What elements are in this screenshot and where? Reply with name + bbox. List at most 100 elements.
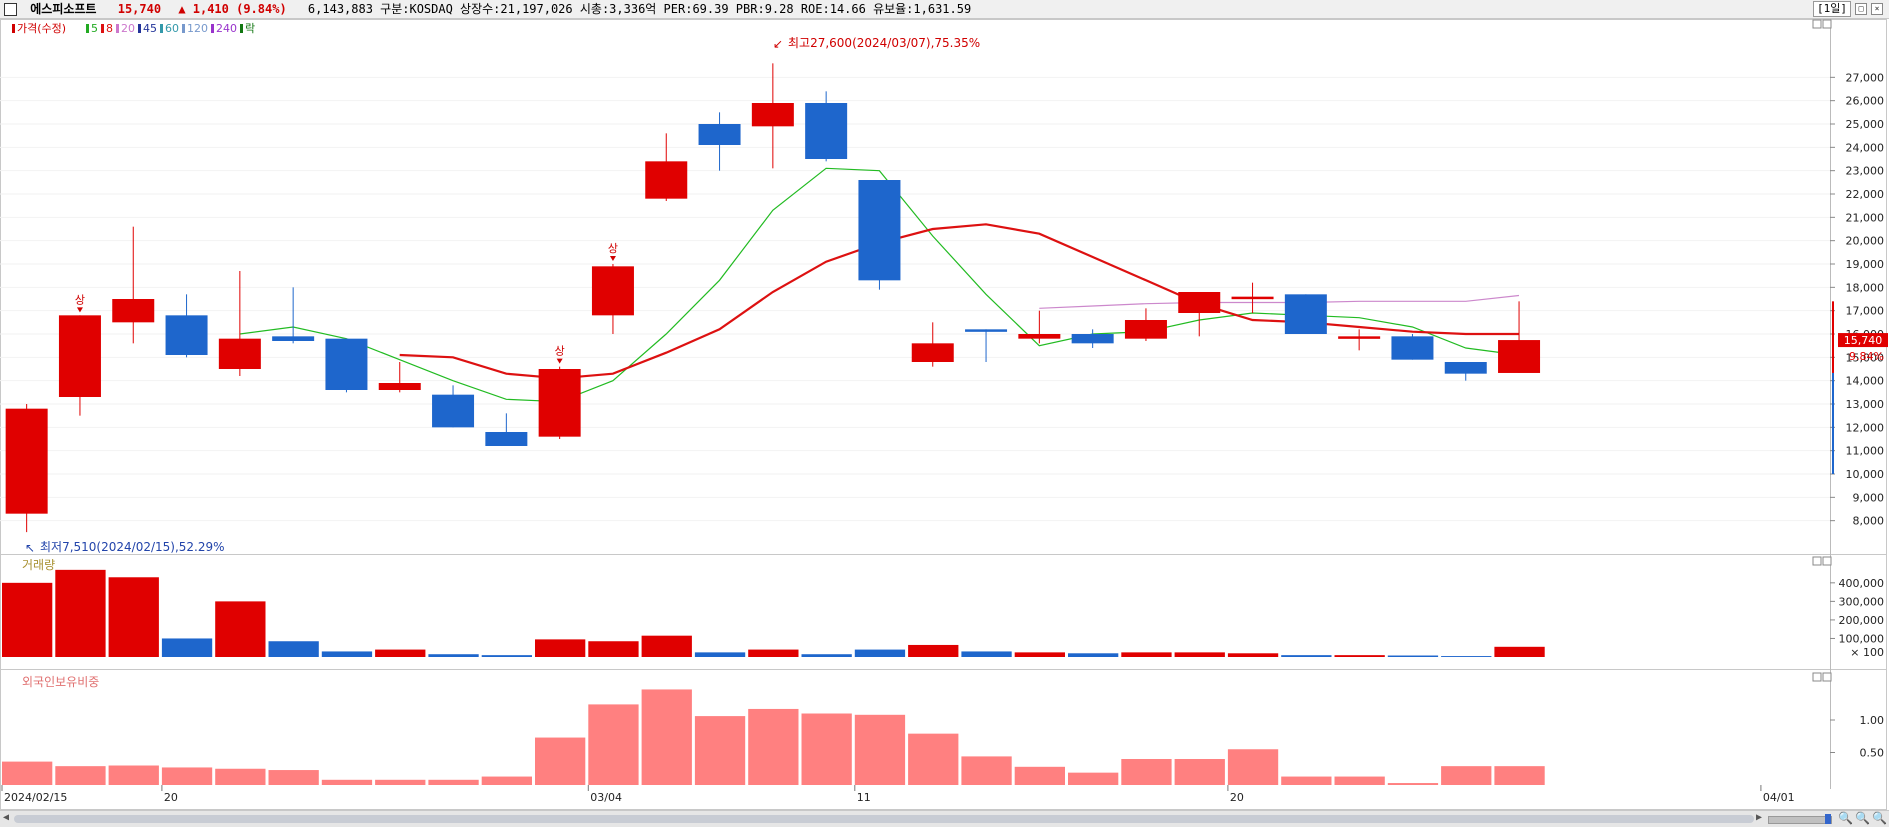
foreign-ratio-bar[interactable]	[1174, 759, 1225, 785]
foreign-ratio-bar[interactable]	[2, 761, 53, 785]
foreign-panel-close-icon[interactable]	[1822, 672, 1832, 682]
volume-bar[interactable]	[268, 641, 319, 657]
candle[interactable]	[325, 338, 368, 393]
foreign-ratio-bar[interactable]	[1281, 776, 1332, 785]
foreign-ratio-bar[interactable]	[321, 779, 373, 785]
candle[interactable]	[378, 362, 421, 393]
foreign-ratio-bar[interactable]	[1227, 749, 1279, 785]
price-panel-maximize-icon[interactable]	[1812, 19, 1822, 29]
volume-bar[interactable]	[375, 649, 426, 657]
volume-bar[interactable]	[1068, 653, 1119, 657]
candle[interactable]	[272, 287, 315, 344]
volume-panel-close-icon[interactable]	[1822, 556, 1832, 566]
candle[interactable]	[1444, 362, 1487, 381]
candle[interactable]	[112, 226, 155, 344]
volume-bar[interactable]	[694, 652, 746, 657]
foreign-panel-maximize-icon[interactable]	[1812, 672, 1822, 682]
select-checkbox[interactable]	[4, 3, 17, 16]
volume-bar[interactable]	[2, 582, 53, 657]
foreign-ratio-bar[interactable]	[1121, 759, 1172, 785]
zoom-reset-icon[interactable]: 🔍	[1872, 811, 1887, 825]
scroll-bar[interactable]: ◀ ▶ 🔍 🔍 🔍	[0, 810, 1889, 827]
foreign-ratio-bar[interactable]	[55, 766, 106, 785]
window-close-icon[interactable]: ×	[1871, 3, 1883, 15]
scroll-thumb[interactable]	[14, 815, 1754, 823]
foreign-ratio-bar[interactable]	[1334, 776, 1385, 785]
volume-bar[interactable]	[1227, 653, 1279, 657]
foreign-ratio-bar[interactable]	[428, 779, 479, 785]
volume-bar[interactable]	[1334, 655, 1385, 657]
foreign-ratio-bar[interactable]	[268, 770, 319, 785]
volume-bar[interactable]	[854, 649, 906, 657]
foreign-ratio-bar[interactable]	[161, 767, 213, 785]
volume-bar[interactable]	[748, 649, 799, 657]
foreign-ratio-bar[interactable]	[215, 768, 266, 785]
candle[interactable]	[5, 404, 48, 533]
candle[interactable]	[218, 271, 261, 376]
foreign-ratio-bar[interactable]	[108, 765, 159, 786]
stock-chart[interactable]: 가격(수정) 5 8 20 45 60 120 240 락 거래량 외국인보유비중 최고27,6…	[0, 19, 1889, 810]
volume-bar[interactable]	[321, 651, 373, 657]
candle[interactable]	[58, 315, 101, 416]
candle[interactable]	[1071, 329, 1114, 348]
zoom-slider[interactable]	[1768, 816, 1832, 824]
candle[interactable]	[751, 63, 794, 169]
scroll-right-icon[interactable]: ▶	[1756, 812, 1763, 823]
candle[interactable]	[1498, 301, 1541, 373]
volume-bar[interactable]	[1121, 652, 1172, 657]
foreign-ratio-bar[interactable]	[854, 714, 906, 785]
period-selector[interactable]: [1일]	[1813, 1, 1851, 17]
foreign-ratio-bar[interactable]	[694, 716, 746, 785]
volume-bar[interactable]	[535, 639, 586, 657]
volume-bar[interactable]	[215, 601, 266, 657]
candle[interactable]	[805, 91, 848, 162]
candle[interactable]	[1284, 294, 1327, 334]
foreign-ratio-bar[interactable]	[961, 756, 1012, 785]
volume-bar[interactable]	[161, 638, 213, 657]
volume-bar[interactable]	[641, 635, 692, 657]
volume-bar[interactable]	[108, 577, 159, 657]
foreign-ratio-bar[interactable]	[481, 776, 532, 785]
foreign-ratio-bar[interactable]	[748, 708, 799, 785]
zoom-in-icon[interactable]: 🔍	[1855, 811, 1870, 825]
candle[interactable]	[165, 294, 208, 358]
foreign-ratio-bar[interactable]	[375, 779, 426, 785]
candle[interactable]	[432, 385, 475, 428]
volume-bar[interactable]	[428, 654, 479, 657]
candle[interactable]	[698, 112, 741, 171]
foreign-ratio-bar[interactable]	[588, 704, 639, 785]
volume-bar[interactable]	[1174, 652, 1225, 657]
candle[interactable]	[1231, 282, 1274, 313]
candle[interactable]	[1018, 310, 1061, 344]
zoom-out-icon[interactable]: 🔍	[1838, 811, 1853, 825]
candle[interactable]	[965, 329, 1008, 362]
candle[interactable]	[911, 322, 954, 367]
volume-bar[interactable]	[55, 569, 106, 657]
price-panel-close-icon[interactable]	[1822, 19, 1832, 29]
candle[interactable]	[591, 264, 634, 334]
candle[interactable]	[1391, 334, 1434, 360]
candle[interactable]	[1124, 308, 1167, 341]
foreign-ratio-bar[interactable]	[535, 737, 586, 785]
volume-bar[interactable]	[1387, 655, 1439, 657]
foreign-ratio-bar[interactable]	[801, 713, 852, 786]
candle[interactable]	[485, 413, 528, 446]
volume-bar[interactable]	[1281, 655, 1332, 657]
volume-bar[interactable]	[961, 651, 1012, 657]
foreign-ratio-bar[interactable]	[1068, 772, 1119, 785]
volume-bar[interactable]	[1441, 656, 1492, 657]
foreign-ratio-bar[interactable]	[1014, 766, 1065, 785]
foreign-ratio-bar[interactable]	[641, 689, 692, 785]
candle[interactable]	[1338, 329, 1381, 351]
foreign-ratio-bar[interactable]	[908, 733, 959, 785]
foreign-ratio-bar[interactable]	[1387, 783, 1439, 785]
volume-panel-maximize-icon[interactable]	[1812, 556, 1822, 566]
volume-bar[interactable]	[481, 655, 532, 657]
foreign-ratio-bar[interactable]	[1494, 766, 1545, 785]
volume-bar[interactable]	[908, 644, 959, 657]
volume-bar[interactable]	[801, 654, 852, 657]
candle[interactable]	[645, 133, 688, 201]
zoom-slider-thumb[interactable]	[1825, 814, 1831, 824]
volume-bar[interactable]	[1494, 646, 1545, 657]
volume-bar[interactable]	[588, 641, 639, 657]
